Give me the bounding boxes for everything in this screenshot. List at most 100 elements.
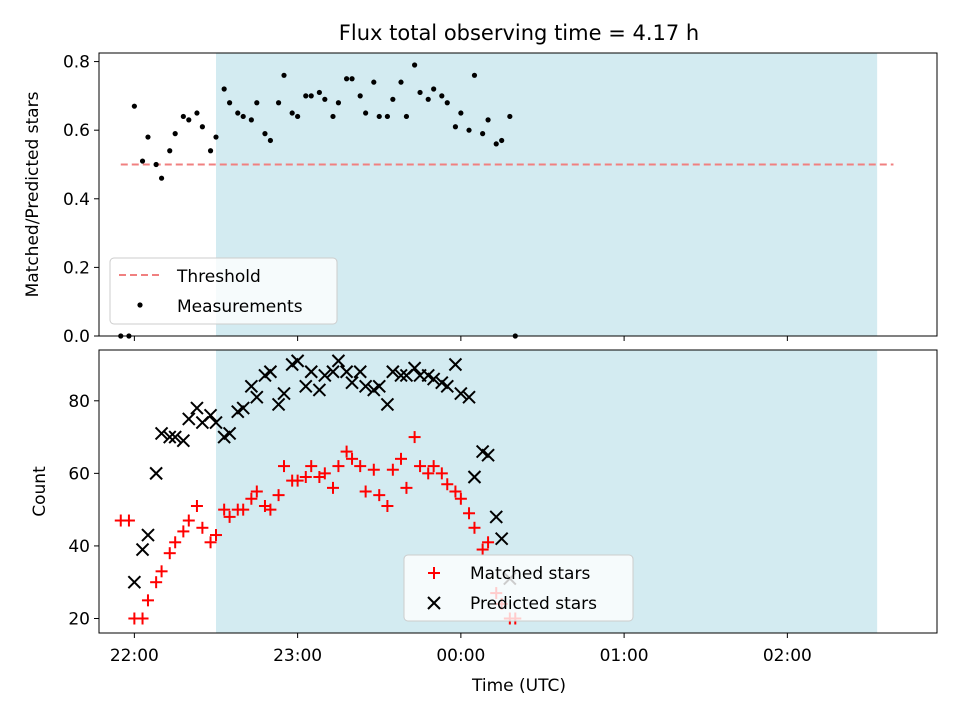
measurement-point (343, 76, 350, 82)
predicted-stars-point (236, 401, 250, 415)
predicted-stars-point (358, 379, 373, 393)
measurement-point (363, 110, 369, 116)
predicted-stars-point (168, 430, 182, 444)
chart-title: Flux total observing time = 4.17 h (339, 21, 699, 45)
measurement-point (221, 86, 227, 92)
predicted-stars-point (222, 426, 237, 441)
legend-measurements-swatch (137, 302, 143, 308)
measurement-point (507, 113, 513, 120)
measurement-point (398, 79, 404, 85)
matched-stars-points (114, 431, 522, 625)
y-tick-label: 40 (68, 537, 90, 557)
predicted-stars-point (299, 379, 313, 393)
measurement-point (439, 93, 445, 99)
predicted-stars-point (372, 379, 386, 393)
matched-stars-point (435, 467, 448, 480)
measurement-point (213, 134, 219, 140)
measurement-point (267, 137, 274, 144)
matched-stars-point (346, 452, 359, 465)
matched-stars-point (218, 503, 231, 516)
matched-stars-point (245, 492, 258, 505)
ratio-panel: 0.00.20.40.60.8 Matched/Predicted stars … (23, 52, 938, 347)
measurement-point (308, 93, 314, 99)
predicted-stars-point (135, 542, 150, 557)
y-tick-label: 80 (68, 392, 90, 412)
y-tick-label: 0.6 (63, 121, 90, 141)
matched-stars-point (332, 460, 345, 473)
matched-stars-point (122, 514, 135, 527)
matched-stars-point (468, 521, 481, 534)
matched-stars-point (141, 594, 154, 607)
matched-stars-point (190, 500, 203, 513)
predicted-stars-point (277, 386, 291, 401)
measurement-point (458, 110, 464, 116)
measurement-point (303, 93, 309, 99)
matched-stars-point (250, 485, 263, 498)
x-tick-label: 02:00 (763, 646, 812, 666)
matched-stars-point (223, 510, 236, 523)
ratio-y-axis-label: Matched/Predicted stars (23, 91, 43, 297)
count-x-axis-label: Time (UTC) (471, 676, 566, 696)
ratio-legend-box (109, 257, 338, 325)
matched-stars-point (395, 452, 408, 465)
measurement-point (330, 113, 336, 120)
measurement-point (207, 148, 214, 154)
matched-stars-point (169, 536, 182, 549)
matched-stars-point (408, 431, 421, 444)
matched-stars-point (318, 467, 331, 480)
y-tick-label: 0.4 (63, 190, 90, 210)
predicted-stars-points (127, 354, 517, 589)
matched-stars-point (381, 500, 394, 513)
measurement-point (499, 137, 505, 144)
predicted-stars-point (127, 575, 142, 589)
measurement-point (172, 131, 178, 137)
matched-stars-point (359, 485, 372, 498)
measurement-point (349, 76, 355, 82)
matched-stars-point (177, 525, 190, 538)
measurement-points (118, 62, 518, 339)
predicted-stars-point (304, 365, 318, 379)
measurement-point (199, 124, 205, 130)
measurement-point (139, 158, 146, 164)
legend-threshold-label: Threshold (176, 267, 261, 287)
measurement-point (403, 113, 410, 120)
count-legend: Matched stars Predicted stars (403, 554, 634, 622)
measurement-point (466, 127, 472, 133)
predicted-stars-point (326, 365, 340, 379)
measurement-point (186, 117, 192, 123)
ratio-axes-frame (98, 52, 938, 337)
measurement-point (384, 113, 391, 120)
predicted-stars-point (489, 510, 503, 524)
matched-stars-point (476, 543, 489, 556)
predicted-stars-point (203, 408, 218, 423)
predicted-stars-point (149, 466, 163, 481)
matched-stars-point (209, 529, 222, 542)
measurement-point (376, 113, 382, 120)
predicted-stars-point (176, 433, 191, 448)
ratio-x-ticks (133, 336, 788, 341)
predicted-stars-point (141, 528, 155, 542)
predicted-stars-point (250, 390, 264, 404)
measurement-point (471, 72, 478, 78)
y-tick-label: 20 (68, 609, 90, 629)
predicted-stars-point (353, 365, 367, 379)
predicted-stars-point (494, 531, 509, 546)
legend-predicted-label: Predicted stars (470, 594, 597, 614)
measurement-point (275, 100, 282, 106)
matched-stars-point (163, 547, 176, 560)
predicted-stars-point (154, 426, 169, 441)
predicted-stars-point (331, 354, 346, 368)
measurement-point (417, 89, 423, 96)
predicted-stars-point (407, 361, 422, 375)
count-x-ticks: 22:00 23:00 00:00 01:00 02:00 (110, 633, 812, 666)
measurement-point (485, 117, 491, 123)
matched-stars-point (136, 612, 149, 625)
measurement-point (194, 110, 200, 116)
count-y-ticks: 20 40 60 80 (68, 392, 99, 629)
measurement-point (145, 134, 151, 140)
count-y-axis-label: Count (30, 466, 50, 517)
predicted-stars-point (345, 375, 359, 390)
predicted-stars-point (426, 372, 441, 386)
measurement-point (452, 124, 459, 130)
